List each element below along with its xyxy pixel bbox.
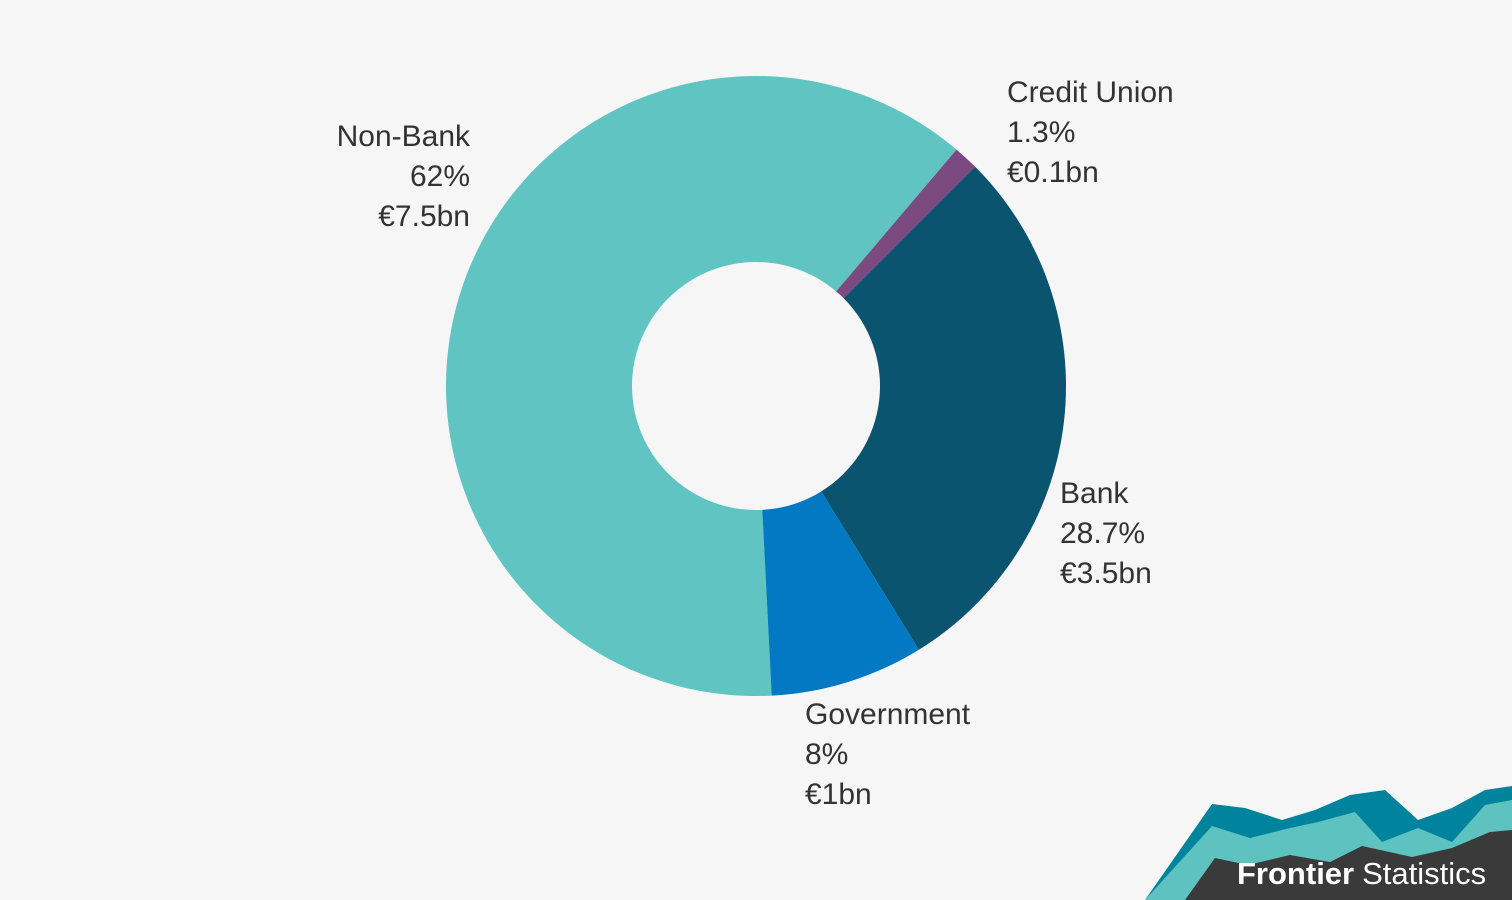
label-bank-name: Bank [1060,477,1129,510]
slice-government [762,491,919,696]
slice-bank [821,166,1066,650]
label-government-value: €1bn [805,778,872,811]
label-non-bank-value: €7.5bn [378,200,470,233]
label-credit-union: Credit Union 1.3% €0.1bn [1007,76,1174,189]
logo-name-bold: Frontier [1237,856,1354,891]
label-government-percent: 8% [805,738,848,771]
label-credit-union-value: €0.1bn [1007,156,1099,189]
label-non-bank-name: Non-Bank [337,120,471,153]
label-non-bank-percent: 62% [410,160,470,193]
frontier-statistics-logo: Frontier Statistics [1145,786,1512,900]
label-government: Government 8% €1bn [805,698,971,811]
label-credit-union-percent: 1.3% [1007,116,1075,149]
logo-band-dark-icon [1185,830,1512,900]
label-credit-union-name: Credit Union [1007,76,1174,109]
slice-non-bank [446,76,957,697]
logo-name-regular: Statistics [1362,856,1486,891]
label-government-name: Government [805,698,971,731]
slice-credit-union [836,149,976,299]
logo-text: Frontier Statistics [1237,856,1486,891]
label-bank-value: €3.5bn [1060,557,1152,590]
label-bank: Bank 28.7% €3.5bn [1060,477,1152,590]
donut-slices [446,76,1066,697]
label-non-bank: Non-Bank 62% €7.5bn [337,120,471,233]
label-bank-percent: 28.7% [1060,517,1145,550]
